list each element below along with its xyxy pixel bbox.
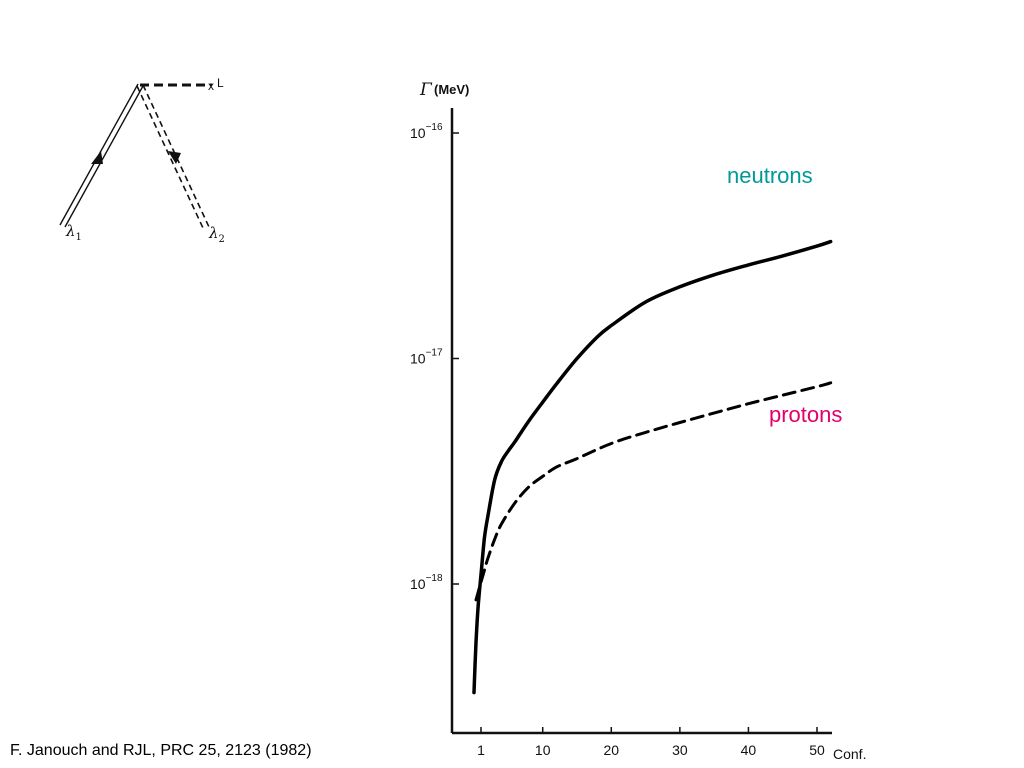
x-tick-label-0: 1	[477, 742, 485, 758]
label-lambda2: λ2	[208, 224, 225, 245]
y-tick-label-2: 10−18	[410, 573, 443, 592]
cross-mark: x	[208, 79, 214, 93]
line-lambda2	[136, 84, 210, 229]
label-L: L	[217, 76, 224, 90]
vertex-diagram: x L λ1 λ2	[59, 76, 225, 245]
series-line-neutrons	[472, 239, 833, 695]
y-axis-unit: (MeV)	[434, 82, 469, 97]
label-lambda1: λ1	[65, 222, 82, 243]
x-tick-label-4: 40	[741, 742, 757, 758]
x-tick-label-1: 10	[535, 742, 551, 758]
arrow-lambda1	[91, 151, 103, 164]
y-tick-label-0: 10−16	[410, 122, 443, 141]
x-axis-title: Conf.	[833, 746, 866, 762]
series-line-protons	[474, 381, 833, 602]
series-layer	[472, 239, 833, 695]
y-tick-label-1: 10−17	[410, 348, 443, 367]
y-ticks: 10−16 10−17 10−18	[410, 122, 459, 592]
arrow-lambda2	[168, 151, 181, 164]
x-tick-label-5: 50	[809, 742, 825, 758]
x-tick-label-3: 30	[672, 742, 688, 758]
citation: F. Janouch and RJL, PRC 25, 2123 (1982)	[10, 742, 312, 759]
x-ticks: 1 10 20 30 40 50	[477, 727, 825, 758]
x-tick-label-2: 20	[603, 742, 619, 758]
series-label-protons: protons	[769, 402, 842, 427]
y-axis-symbol: Γ	[419, 80, 433, 100]
series-label-neutrons: neutrons	[727, 163, 813, 188]
